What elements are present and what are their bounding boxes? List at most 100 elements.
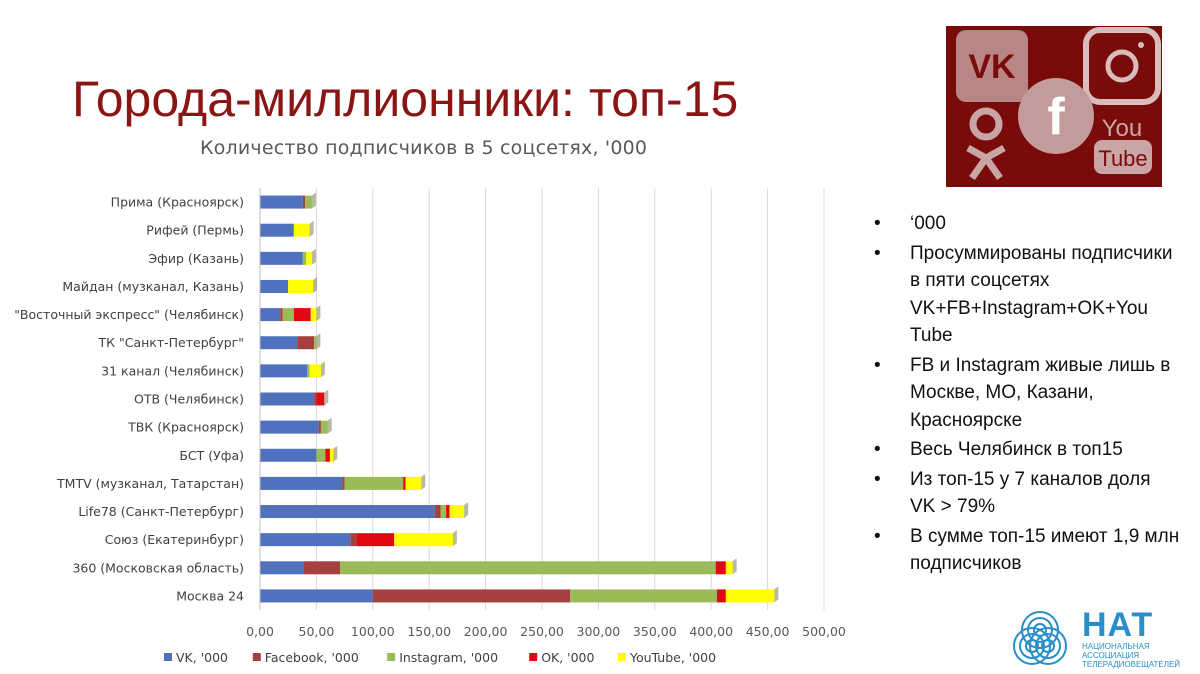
legend-label: Facebook, '000 — [265, 650, 359, 665]
bar-segment — [260, 533, 351, 547]
x-tick-label: 350,00 — [633, 624, 677, 639]
bar-segment — [434, 505, 441, 519]
bar-end-cap — [333, 445, 338, 462]
facebook-text: f — [1047, 88, 1065, 146]
legend-swatch — [618, 653, 626, 661]
category-label: Союз (Екатеринбург) — [105, 532, 244, 547]
bar-segment — [293, 223, 310, 237]
bar-segment — [405, 476, 422, 490]
bar-segment — [260, 308, 281, 322]
bar-end-cap — [774, 586, 779, 603]
bar-segment — [260, 589, 373, 603]
bar-segment — [306, 251, 312, 265]
bar-segment — [260, 223, 294, 237]
bar-segment — [725, 589, 775, 603]
bar-segment — [449, 505, 465, 519]
social-networks-logo: VK f You Tube — [946, 26, 1162, 187]
bar-segment — [280, 308, 283, 322]
bullet-item: ‘000 — [870, 210, 1180, 238]
legend-label: YouTube, '000 — [629, 650, 716, 665]
legend-label: VK, '000 — [176, 650, 228, 665]
chart-title: Количество подписчиков в 5 соцсетях, '00… — [200, 137, 648, 159]
category-label: ТК "Санкт-Петербург" — [98, 335, 245, 350]
bar-segment — [329, 448, 334, 462]
legend-label: OK, '000 — [541, 650, 594, 665]
bullet-item: Из топ-15 у 7 каналов доля VK > 79% — [870, 466, 1180, 521]
bar-segment — [260, 448, 317, 462]
bar-segment — [260, 251, 303, 265]
nat-subtitle: Национальная ассоциация телерадиовещател… — [1082, 642, 1180, 669]
youtube-icon — [1094, 140, 1152, 174]
bar-segment — [340, 561, 716, 575]
bar-segment — [716, 589, 726, 603]
bar-segment — [316, 392, 325, 406]
category-label: TMTV (музканал, Татарстан) — [56, 476, 244, 491]
legend-label: Instagram, '000 — [399, 650, 498, 665]
category-label: БСТ (Уфа) — [179, 448, 244, 463]
bar-segment — [260, 279, 289, 293]
bar-segment — [260, 364, 308, 378]
stacked-bar-chart: 0,00 50,00 100,00 150,00 200,00 250,00 300,00 3… — [14, 188, 846, 665]
x-tick-label: 0,00 — [246, 624, 274, 639]
bullet-item: Просуммированы подписчики в пяти соцсетя… — [870, 240, 1180, 350]
bar-segment — [307, 364, 310, 378]
bar-segment — [310, 308, 317, 322]
x-tick-label: 50,00 — [299, 624, 335, 639]
bar-end-cap — [311, 192, 316, 209]
category-label: 360 (Московская область) — [72, 560, 244, 575]
bar-segment — [316, 448, 326, 462]
bar-segment — [260, 336, 298, 350]
category-label: Москва 24 — [176, 588, 244, 603]
bar-segment — [309, 364, 321, 378]
bar-segment — [715, 561, 726, 575]
bar-end-cap — [464, 502, 469, 519]
category-label: 31 канал (Челябинск) — [101, 363, 244, 378]
bar-end-cap — [316, 333, 321, 350]
bar-end-cap — [327, 417, 332, 434]
bar-segment — [260, 561, 304, 575]
vk-text: VK — [968, 48, 1016, 86]
bar-end-cap — [732, 558, 737, 575]
bar-segment — [440, 505, 447, 519]
nat-line: ассоциация — [1082, 651, 1140, 660]
nat-logo-icon — [1013, 611, 1067, 665]
vk-icon — [956, 30, 1028, 102]
bar-segment — [725, 561, 733, 575]
bar-end-cap — [324, 389, 329, 406]
x-tick-label: 300,00 — [577, 624, 621, 639]
category-label: "Восточный экспресс" (Челябинск) — [14, 307, 244, 322]
bullet-item: Весь Челябинск в топ15 — [870, 436, 1180, 464]
x-tick-label: 250,00 — [520, 624, 564, 639]
bar-segment — [302, 251, 307, 265]
youtube-tube: Tube — [1098, 146, 1147, 171]
x-tick-label: 200,00 — [464, 624, 508, 639]
bar-segment — [260, 505, 435, 519]
bar-segment — [297, 336, 315, 350]
bar-segment — [302, 195, 306, 209]
bar-segment — [357, 533, 395, 547]
category-label: Прима (Красноярск) — [111, 195, 244, 210]
bar-end-cap — [316, 305, 321, 322]
bar-end-cap — [313, 276, 318, 293]
bar-end-cap — [311, 248, 316, 265]
bar-end-cap — [320, 361, 325, 378]
category-label: Рифей (Пермь) — [146, 223, 244, 238]
slide-title: Города-миллионники: топ-15 — [72, 71, 739, 127]
nat-line: телерадиовещателей — [1082, 660, 1181, 669]
bar-segment — [344, 476, 404, 490]
instagram-icon — [1083, 27, 1161, 105]
bar-segment — [314, 392, 317, 406]
bar-segment — [260, 392, 315, 406]
legend-swatch — [252, 653, 261, 661]
bar-segment — [342, 476, 345, 490]
bar-segment — [403, 476, 406, 490]
x-tick-label: 100,00 — [351, 624, 395, 639]
category-label: ОТВ (Челябинск) — [134, 392, 244, 407]
bar-segment — [318, 420, 321, 434]
bar-segment — [446, 505, 450, 519]
legend-swatch — [529, 653, 538, 661]
bar-segment — [325, 448, 330, 462]
x-tick-label: 450,00 — [746, 624, 790, 639]
bar-segment — [293, 308, 311, 322]
bar-segment — [305, 195, 312, 209]
